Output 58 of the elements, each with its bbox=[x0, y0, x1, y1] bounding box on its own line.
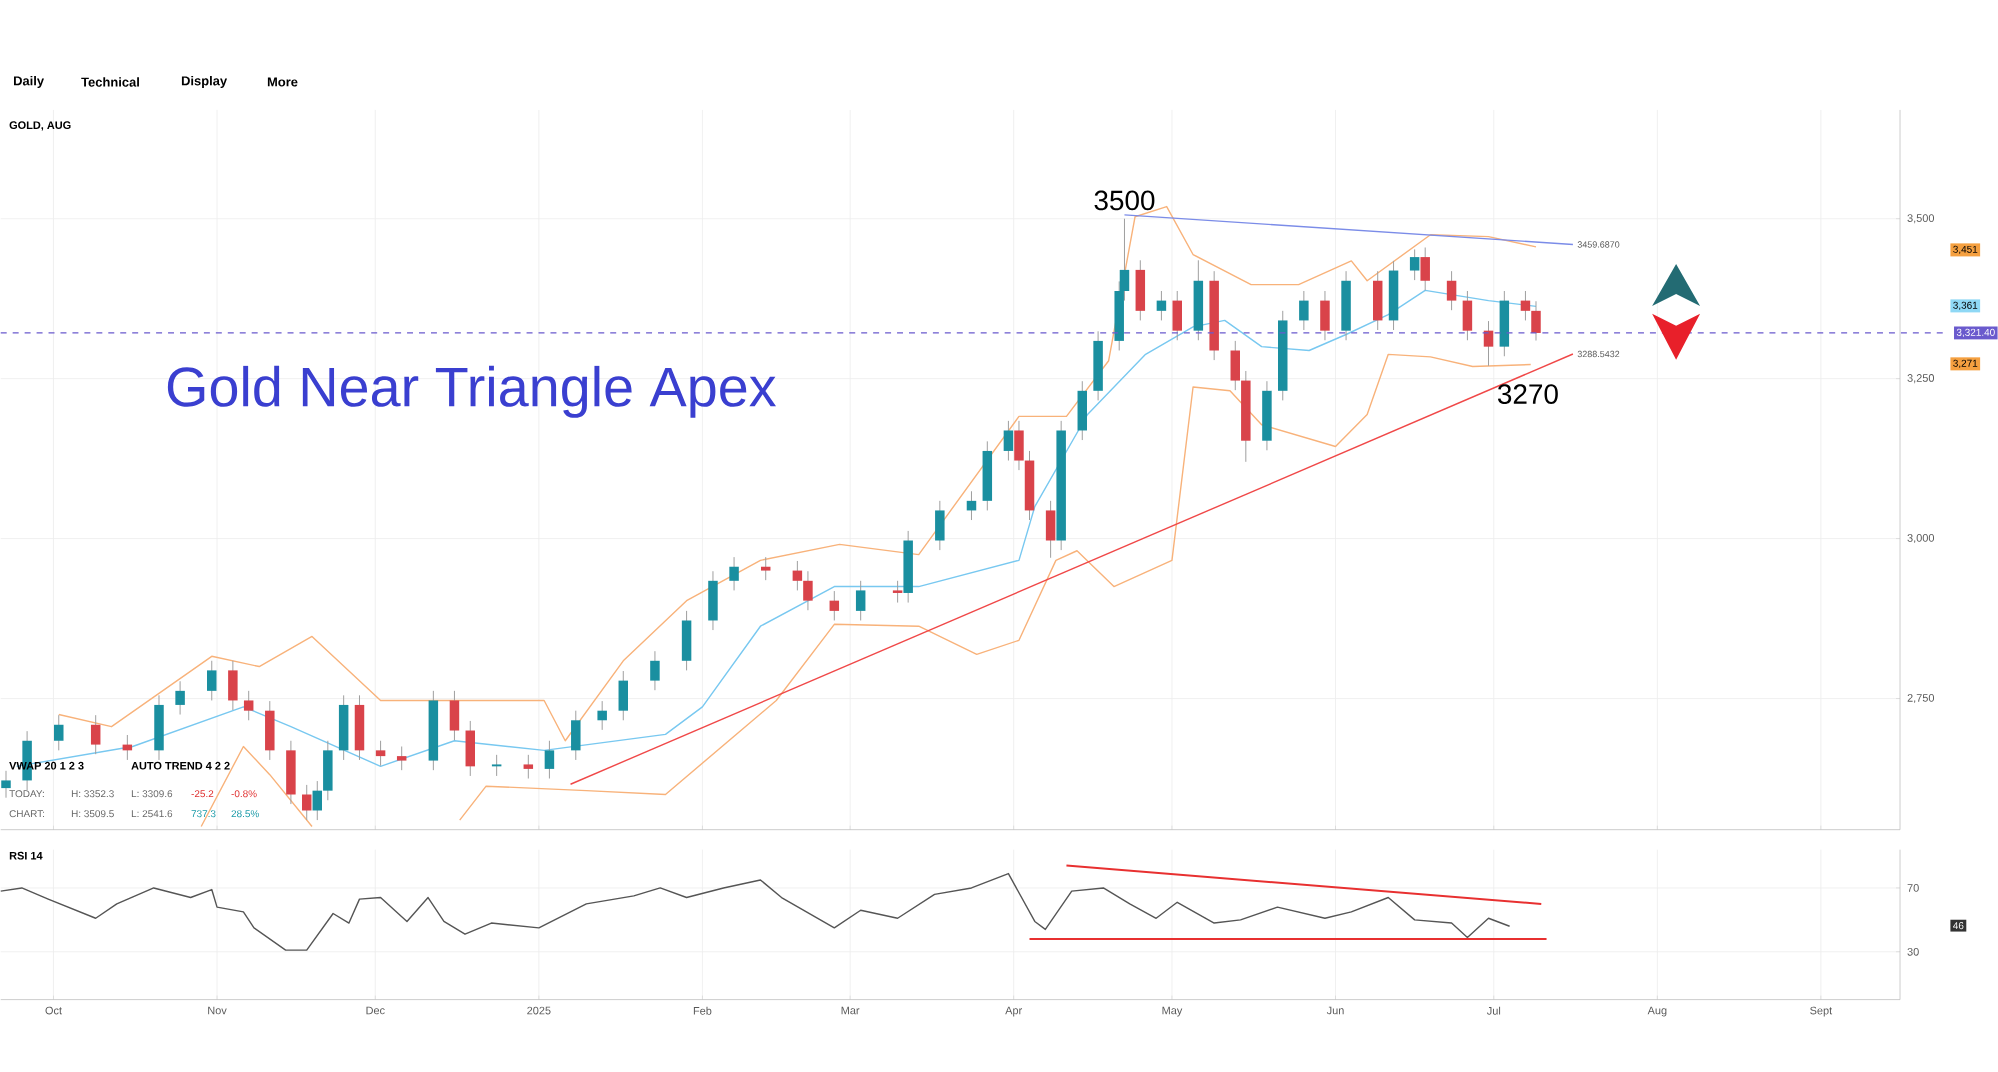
candlestick bbox=[228, 660, 238, 711]
candlestick bbox=[855, 580, 866, 622]
annotation: 3270 bbox=[1497, 384, 1558, 405]
candlestick bbox=[175, 680, 185, 716]
candlestick bbox=[544, 740, 555, 780]
annotation: Gold Near Triangle Apex bbox=[167, 366, 777, 419]
candlestick bbox=[1014, 420, 1024, 471]
candlestick bbox=[1462, 290, 1473, 341]
candlestick bbox=[760, 556, 771, 581]
candlestick bbox=[650, 650, 660, 691]
candlestick bbox=[1045, 500, 1056, 559]
candlestick bbox=[1172, 290, 1182, 341]
candlestick bbox=[154, 695, 164, 761]
candlestick bbox=[449, 690, 460, 741]
candlestick bbox=[1409, 249, 1420, 281]
candlestick bbox=[681, 610, 692, 672]
candlestick bbox=[792, 560, 803, 592]
candlestick bbox=[1135, 259, 1146, 322]
candlestick bbox=[465, 720, 476, 777]
candlestick bbox=[338, 695, 349, 761]
candlestick bbox=[491, 754, 502, 777]
candlestick bbox=[1003, 420, 1014, 462]
candlestick bbox=[207, 660, 217, 702]
candlestick bbox=[597, 700, 607, 731]
candlestick bbox=[1077, 380, 1088, 441]
candlestick bbox=[618, 670, 629, 721]
candlestick bbox=[1230, 340, 1241, 391]
candlestick bbox=[1156, 290, 1167, 322]
candlestick bbox=[1499, 290, 1510, 357]
candlestick bbox=[354, 695, 365, 761]
candlestick bbox=[729, 556, 739, 592]
candlestick bbox=[323, 740, 333, 801]
candlestick bbox=[829, 590, 840, 622]
line-series bbox=[0, 873, 1511, 952]
candlestick bbox=[1320, 290, 1330, 341]
candlestick bbox=[1520, 290, 1531, 322]
candlestick bbox=[396, 746, 407, 771]
candlestick bbox=[301, 784, 312, 821]
candlestick bbox=[571, 710, 581, 761]
candlestick bbox=[90, 714, 101, 755]
candlestick bbox=[935, 500, 945, 551]
annotation: 3500 bbox=[1094, 190, 1155, 211]
candlestick bbox=[243, 690, 254, 721]
candlestick bbox=[265, 700, 275, 761]
candlestick bbox=[1420, 247, 1430, 292]
candlestick bbox=[1299, 290, 1309, 331]
candlestick bbox=[312, 780, 323, 821]
candlestick bbox=[54, 714, 64, 752]
candlestick bbox=[375, 740, 386, 767]
candlestick bbox=[1, 770, 11, 799]
candlestick bbox=[286, 740, 296, 805]
candlestick bbox=[1372, 270, 1383, 331]
candlestick bbox=[1446, 270, 1457, 311]
candlestick bbox=[892, 580, 903, 604]
candlestick bbox=[1531, 300, 1541, 342]
candlestick bbox=[523, 754, 534, 780]
candlestick bbox=[708, 570, 718, 631]
candlestick bbox=[803, 570, 813, 611]
